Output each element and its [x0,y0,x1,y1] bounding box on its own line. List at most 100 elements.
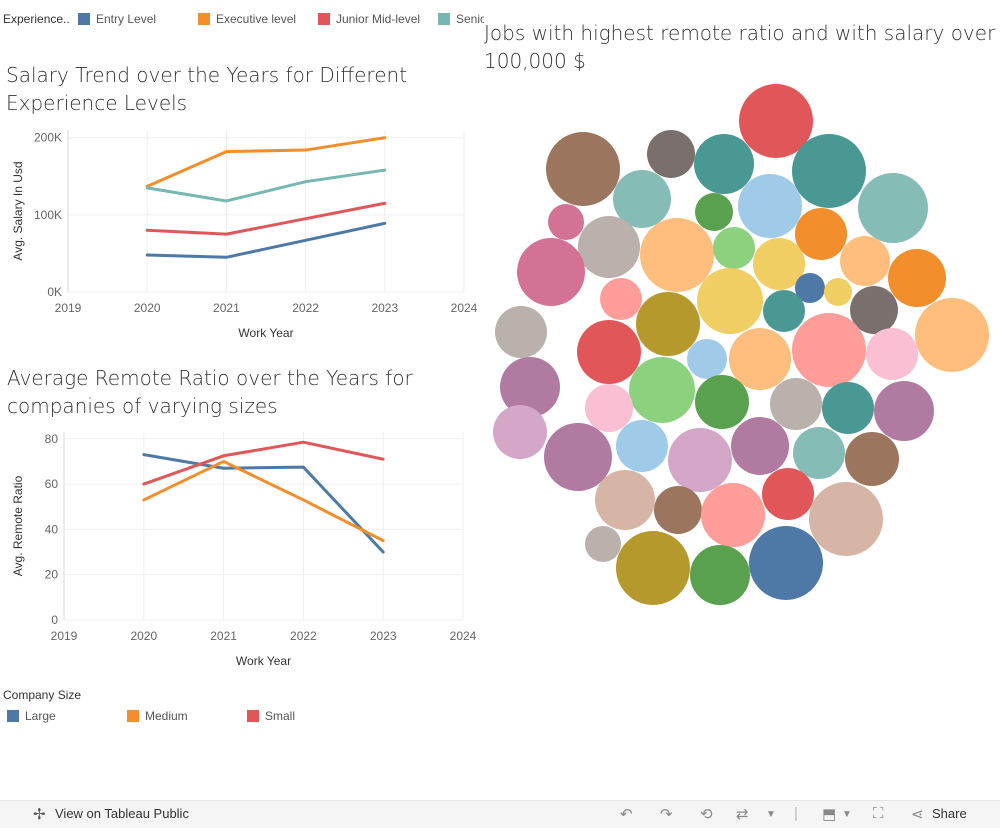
experience-legend: Experience.. Entry Level Executive level… [0,8,484,30]
legend-label: Small [265,709,296,723]
bubble [636,292,700,356]
bubble [600,278,642,320]
series-line-small [142,440,385,486]
legend-label: Junior Mid-level [336,12,421,26]
x-tick-label: 2019 [55,301,82,315]
bubble [874,381,934,441]
tableau-toolbar: ✢ View on Tableau Public ↶ ↷ ⟲ ⇄ ▼ | ⬒ ▼… [0,800,1000,828]
legend-item-large[interactable]: Large [7,709,56,723]
bubble [749,526,823,600]
experience-legend-title[interactable]: Experience.. [3,12,70,26]
x-tick-label: 2020 [130,629,157,643]
y-tick-label: 60 [45,477,59,491]
bubble [616,420,668,472]
bubble [640,218,714,292]
y-tick-label: 0K [47,285,62,299]
series-line-executive-level [145,136,387,188]
bubble-chart[interactable] [484,78,1000,610]
bubble [668,428,732,492]
chevron-down-icon[interactable]: ▼ [766,809,776,820]
bubble [770,378,822,430]
x-tick-label: 2020 [134,301,161,315]
x-tick-label: 2021 [213,301,240,315]
bubble [585,526,621,562]
legend-item-junior-mid-level[interactable]: Junior Mid-level [318,12,420,26]
legend-swatch [438,13,450,25]
bubble [578,216,640,278]
salary-chart-title: Salary Trend over the Years for Differen… [6,61,407,117]
y-tick-label: 20 [45,568,59,582]
bubble [795,208,847,260]
bubble-chart-title: Jobs with highest remote ratio and with … [484,19,995,75]
remote-title-line-2: companies of varying sizes [7,394,278,418]
bubble [915,298,989,372]
series-line-large [142,453,385,554]
bubble [792,134,866,208]
x-tick-label: 2023 [370,629,397,643]
y-tick-label: 80 [45,432,59,446]
bubble [738,174,802,238]
legend-label: Senior [456,12,484,26]
remote-ratio-chart[interactable]: 0 20 40 60 80 2019 2020 2021 2022 2023 2024 Work Ye… [0,422,480,684]
redo-icon[interactable]: ↷ [660,806,673,823]
x-tick-label: 2024 [450,629,477,643]
remote-title-line-1: Average Remote Ratio over the Years for [7,366,413,390]
legend-swatch [247,710,259,722]
bubble [731,417,789,475]
legend-label: Executive level [216,12,297,26]
x-tick-label: 2023 [371,301,398,315]
bubble [753,238,805,290]
legend-item-entry-level[interactable]: Entry Level [78,12,156,26]
y-tick-label: 200K [34,131,62,145]
download-icon[interactable]: ⬒ [822,806,837,823]
bubble [792,313,866,387]
legend-item-executive-level[interactable]: Executive level [198,12,296,26]
share-icon[interactable]: ⋖ [911,806,924,823]
bubble [585,384,633,432]
bubble [845,432,899,486]
bubble [795,273,825,303]
legend-swatch [318,13,330,25]
fullscreen-icon[interactable]: ⛶ [873,805,884,822]
bubble [647,130,695,178]
bubble [858,173,928,243]
bubble [613,170,671,228]
y-axis-title: Avg. Salary In Usd [11,161,25,260]
legend-item-medium[interactable]: Medium [127,709,188,723]
x-tick-label: 2024 [451,301,478,315]
refresh-icon[interactable]: ⇄ [736,806,749,823]
series-line-senior [145,168,387,203]
bubble-title-line-1: Jobs with highest remote ratio and with … [484,21,996,45]
bubble [840,236,890,286]
bubble [701,483,765,547]
legend-item-small[interactable]: Small [247,709,295,723]
bubble [654,486,702,534]
series-line-medium [142,459,385,543]
legend-label: Medium [145,709,188,723]
x-tick-label: 2021 [210,629,237,643]
legend-label: Entry Level [96,12,157,26]
bubble [493,405,547,459]
download-chevron-icon[interactable]: ▼ [842,809,852,820]
bubble [544,423,612,491]
x-axis-title: Work Year [238,326,293,340]
bubble [850,286,898,334]
salary-trend-chart[interactable]: 0K 100K 200K 2019 2020 2021 2022 2023 2024 Work Y… [0,120,480,345]
company-size-legend: Company Size Large Medium Small [3,688,343,728]
x-axis-title: Work Year [236,654,291,668]
y-tick-label: 40 [45,522,59,536]
bubble [500,357,560,417]
legend-item-senior[interactable]: Senior [438,12,484,26]
y-axis-title: Avg. Remote Ratio [11,475,25,576]
revert-icon[interactable]: ⟲ [700,806,713,823]
bubble [690,545,750,605]
bubble [793,427,845,479]
bubble [616,531,690,605]
share-button[interactable]: Share [932,806,967,821]
salary-title-line-2: Experience Levels [6,91,188,115]
tableau-logo-icon: ✢ [33,806,46,823]
undo-icon[interactable]: ↶ [620,806,633,823]
view-on-tableau-public-link[interactable]: View on Tableau Public [55,806,189,821]
bubble [548,204,584,240]
legend-swatch [198,13,210,25]
